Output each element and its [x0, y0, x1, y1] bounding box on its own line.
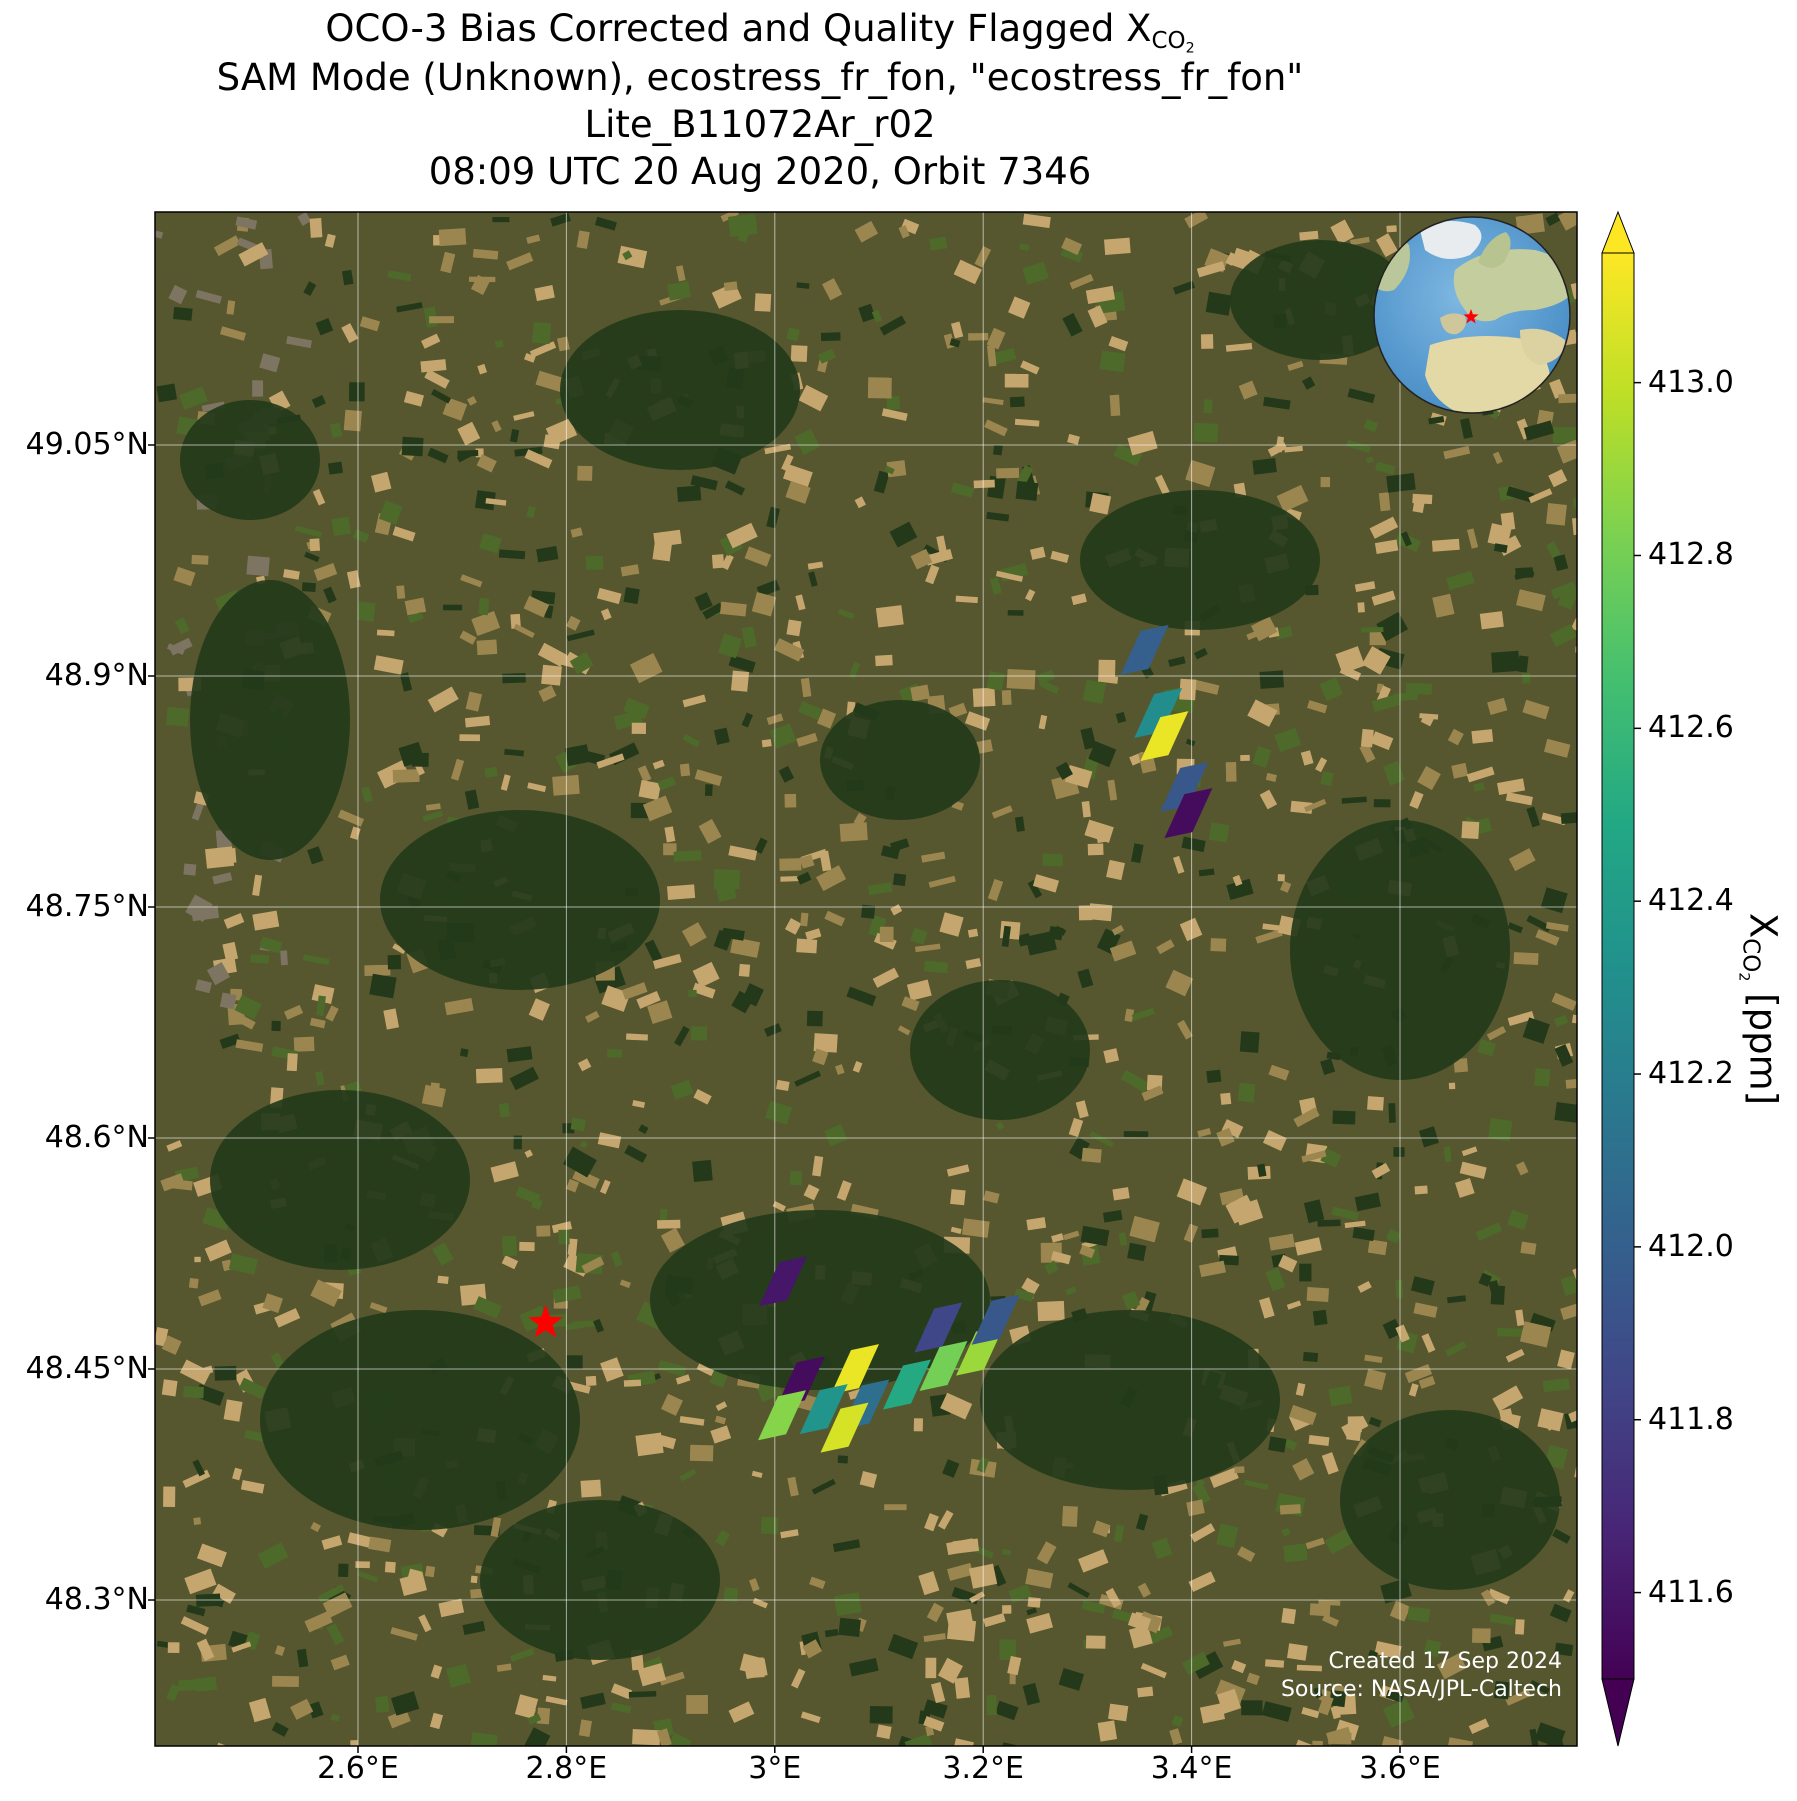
satellite-basemap: [155, 212, 1577, 1746]
sounding-footprint: [776, 1356, 825, 1407]
lon-tick-label: 3°E: [748, 1751, 802, 1786]
lat-tick-label: 48.75°N: [25, 889, 149, 924]
colorbar: [1601, 210, 1641, 1747]
colorbar-tick-label: 411.8: [1648, 1401, 1734, 1437]
colorbar-tick-label: 412.0: [1648, 1228, 1734, 1264]
title-line-1: OCO-3 Bias Corrected and Quality Flagged…: [325, 7, 1195, 57]
title-line-3: Lite_B11072Ar_r02: [584, 103, 936, 146]
map-gridlines: [155, 212, 1577, 1746]
credit-created: Created 17 Sep 2024: [1328, 1649, 1563, 1674]
sounding-footprint: [758, 1390, 806, 1441]
sounding-footprint: [1164, 788, 1213, 839]
globe-icon: [1373, 216, 1571, 414]
sounding-footprint: [1134, 688, 1183, 738]
sounding-footprint: [1140, 711, 1189, 762]
sounding-footprint: [971, 1294, 1020, 1345]
lon-tick-label: 3.6°E: [1359, 1751, 1441, 1786]
colorbar-tick-label: 411.6: [1648, 1574, 1734, 1610]
sounding-footprint: [820, 1402, 869, 1453]
lat-tick-label: 48.6°N: [44, 1120, 149, 1155]
sounding-footprint: [831, 1344, 879, 1395]
sounding-footprint: [914, 1302, 963, 1353]
sounding-footprint: [759, 1256, 808, 1307]
title-line-4: 08:09 UTC 20 Aug 2020, Orbit 7346: [428, 150, 1092, 193]
sounding-footprint: [1120, 624, 1169, 675]
lat-tick-label: 48.3°N: [44, 1582, 149, 1617]
sounding-footprint: [919, 1341, 968, 1391]
lat-tick-label: 48.45°N: [25, 1351, 149, 1386]
colorbar-label: XCO2 [ppm]: [1735, 912, 1785, 1106]
sounding-footprint: [1160, 762, 1209, 812]
xco2-soundings: [758, 624, 1213, 1453]
lat-tick-label: 48.9°N: [44, 658, 149, 693]
colorbar-tick-label: 412.6: [1648, 710, 1734, 746]
lon-tick-label: 3.2°E: [942, 1751, 1025, 1786]
colorbar-tick-label: 413.0: [1648, 364, 1734, 400]
credit-source: Source: NASA/JPL-Caltech: [1280, 1677, 1562, 1702]
lon-tick-label: 2.8°E: [525, 1751, 608, 1786]
figure-title: OCO-3 Bias Corrected and Quality Flagged…: [0, 0, 1797, 205]
axis-ticks: [148, 444, 1401, 1753]
star-icon: [528, 1304, 563, 1338]
colorbar-tick-label: 412.2: [1648, 1056, 1734, 1092]
lat-tick-label: 49.05°N: [25, 427, 149, 462]
title-line-2: SAM Mode (Unknown), ecostress_fr_fon, "e…: [216, 56, 1304, 99]
colorbar-tick-label: 412.8: [1648, 537, 1734, 573]
colorbar-tick-label: 412.4: [1648, 883, 1734, 919]
sounding-footprint: [883, 1359, 931, 1410]
lon-tick-label: 2.6°E: [317, 1751, 399, 1786]
map-frame: [154, 211, 1578, 1747]
globe-star-icon: [1463, 309, 1479, 324]
sounding-footprint: [799, 1384, 848, 1435]
lon-tick-label: 3.4°E: [1150, 1751, 1233, 1786]
